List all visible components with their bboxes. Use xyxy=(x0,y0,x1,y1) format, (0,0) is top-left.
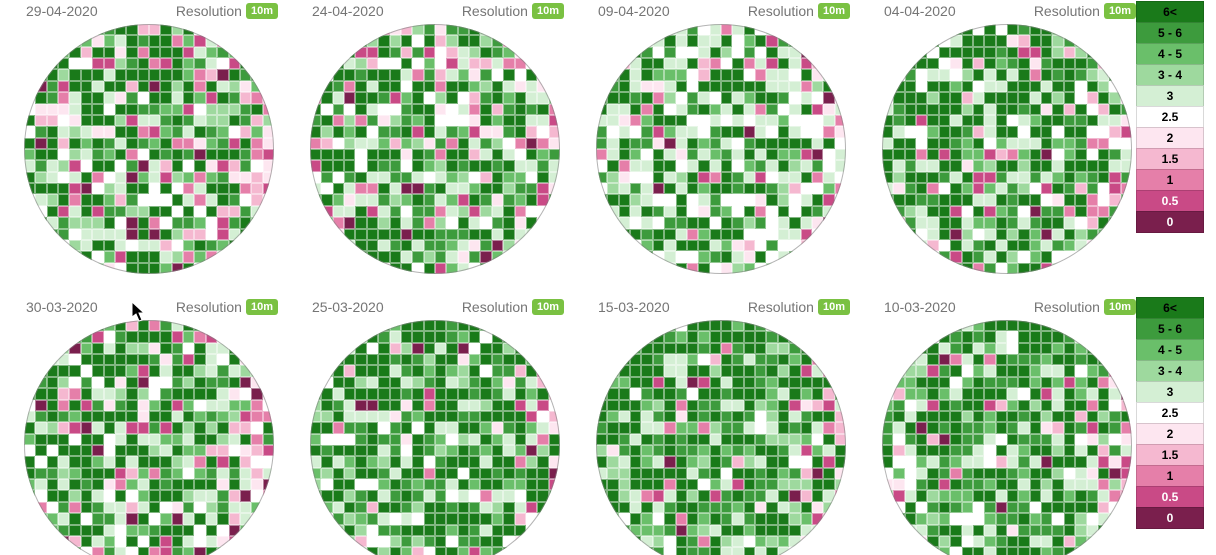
resolution-label: Resolution xyxy=(462,3,528,19)
raster-grid xyxy=(882,320,1132,555)
panel-date: 24-04-2020 xyxy=(312,3,384,19)
raster-grid xyxy=(24,24,274,274)
legend-cell: 2.5 xyxy=(1136,402,1204,424)
raster-grid xyxy=(596,320,846,555)
legend-cell: 0 xyxy=(1136,507,1204,529)
resolution-wrap: Resolution10m xyxy=(176,299,278,315)
map-panel[interactable]: 29-04-2020 Resolution10m xyxy=(24,0,280,274)
legend-cell: 4 - 5 xyxy=(1136,43,1204,65)
resolution-label: Resolution xyxy=(176,299,242,315)
resolution-label: Resolution xyxy=(1034,299,1100,315)
raster-grid xyxy=(310,320,560,555)
resolution-label: Resolution xyxy=(748,299,814,315)
resolution-wrap: Resolution10m xyxy=(1034,299,1136,315)
resolution-badge: 10m xyxy=(818,3,850,19)
legend-cell: 1 xyxy=(1136,465,1204,487)
resolution-wrap: Resolution10m xyxy=(748,3,850,19)
map-circle[interactable] xyxy=(882,24,1132,274)
map-panel[interactable]: 15-03-2020 Resolution10m xyxy=(596,296,852,555)
legend-cell: 1.5 xyxy=(1136,148,1204,170)
legend-cell: 5 - 6 xyxy=(1136,22,1204,44)
legend-cell: 0.5 xyxy=(1136,190,1204,212)
panel-header: 09-04-2020 Resolution10m xyxy=(596,0,852,24)
map-panel[interactable]: 24-04-2020 Resolution10m xyxy=(310,0,566,274)
legend-cell: 6< xyxy=(1136,1,1204,23)
legend-cell: 3 xyxy=(1136,85,1204,107)
legend-cell: 1.5 xyxy=(1136,444,1204,466)
panel-date: 29-04-2020 xyxy=(26,3,98,19)
legend-cell: 3 - 4 xyxy=(1136,64,1204,86)
resolution-badge: 10m xyxy=(246,299,278,315)
resolution-badge: 10m xyxy=(532,3,564,19)
panel-date: 10-03-2020 xyxy=(884,299,956,315)
map-panel[interactable]: 04-04-2020 Resolution10m xyxy=(882,0,1138,274)
map-circle[interactable] xyxy=(24,320,274,555)
map-panel[interactable]: 30-03-2020 Resolution10m xyxy=(24,296,280,555)
legend-cell: 4 - 5 xyxy=(1136,339,1204,361)
legend-cell: 2 xyxy=(1136,423,1204,445)
page-root: 29-04-2020Resolution10m24-04-2020Resolut… xyxy=(0,0,1216,555)
legend-cell: 0.5 xyxy=(1136,486,1204,508)
map-circle[interactable] xyxy=(310,24,560,274)
resolution-wrap: Resolution10m xyxy=(748,299,850,315)
panel-date: 15-03-2020 xyxy=(598,299,670,315)
panel-row-2: 30-03-2020Resolution10m25-03-2020Resolut… xyxy=(24,296,1138,555)
resolution-wrap: Resolution10m xyxy=(176,3,278,19)
legend-row-2: 6<5 - 64 - 53 - 432.521.510.50 xyxy=(1136,298,1204,529)
resolution-label: Resolution xyxy=(748,3,814,19)
legend-cell: 3 xyxy=(1136,381,1204,403)
legend-cell: 1 xyxy=(1136,169,1204,191)
raster-grid xyxy=(310,24,560,274)
map-circle[interactable] xyxy=(310,320,560,555)
resolution-badge: 10m xyxy=(1104,3,1136,19)
legend-row-1: 6<5 - 64 - 53 - 432.521.510.50 xyxy=(1136,2,1204,233)
map-circle[interactable] xyxy=(596,24,846,274)
panel-header: 30-03-2020 Resolution10m xyxy=(24,296,280,320)
panel-header: 29-04-2020 Resolution10m xyxy=(24,0,280,24)
legend-cell: 0 xyxy=(1136,211,1204,233)
map-circle[interactable] xyxy=(24,24,274,274)
legend-cell: 5 - 6 xyxy=(1136,318,1204,340)
panel-header: 24-04-2020 Resolution10m xyxy=(310,0,566,24)
panel-header: 04-04-2020 Resolution10m xyxy=(882,0,1138,24)
panel-header: 15-03-2020 Resolution10m xyxy=(596,296,852,320)
map-circle[interactable] xyxy=(596,320,846,555)
panel-date: 04-04-2020 xyxy=(884,3,956,19)
map-panel[interactable]: 09-04-2020 Resolution10m xyxy=(596,0,852,274)
resolution-badge: 10m xyxy=(246,3,278,19)
panel-date: 09-04-2020 xyxy=(598,3,670,19)
legend-cell: 2 xyxy=(1136,127,1204,149)
resolution-badge: 10m xyxy=(1104,299,1136,315)
panel-date: 25-03-2020 xyxy=(312,299,384,315)
panel-header: 25-03-2020 Resolution10m xyxy=(310,296,566,320)
resolution-label: Resolution xyxy=(462,299,528,315)
map-panel[interactable]: 10-03-2020 Resolution10m xyxy=(882,296,1138,555)
resolution-wrap: Resolution10m xyxy=(462,299,564,315)
raster-grid xyxy=(882,24,1132,274)
resolution-badge: 10m xyxy=(818,299,850,315)
panel-row-1: 29-04-2020Resolution10m24-04-2020Resolut… xyxy=(24,0,1138,274)
map-circle[interactable] xyxy=(882,320,1132,555)
resolution-label: Resolution xyxy=(1034,3,1100,19)
raster-grid xyxy=(596,24,846,274)
resolution-label: Resolution xyxy=(176,3,242,19)
panel-header: 10-03-2020 Resolution10m xyxy=(882,296,1138,320)
legend-cell: 3 - 4 xyxy=(1136,360,1204,382)
map-panel[interactable]: 25-03-2020 Resolution10m xyxy=(310,296,566,555)
resolution-badge: 10m xyxy=(532,299,564,315)
panel-date: 30-03-2020 xyxy=(26,299,98,315)
raster-grid xyxy=(24,320,274,555)
legend-cell: 2.5 xyxy=(1136,106,1204,128)
legend-cell: 6< xyxy=(1136,297,1204,319)
resolution-wrap: Resolution10m xyxy=(462,3,564,19)
resolution-wrap: Resolution10m xyxy=(1034,3,1136,19)
